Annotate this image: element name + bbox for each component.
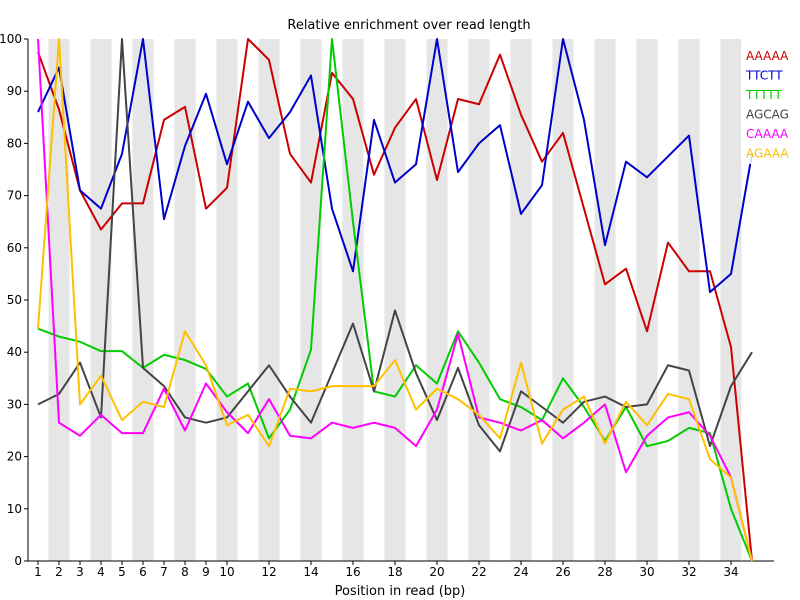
y-axis-ticks: 0 10 20 30 40 50 60 70 80 90 100	[0, 32, 28, 568]
x-tick-label: 1	[34, 565, 42, 579]
legend-entry-ttctt: TTCTT	[745, 69, 783, 83]
grid-band	[300, 39, 322, 561]
x-tick-label: 12	[261, 565, 276, 579]
x-axis-label: Position in read (bp)	[335, 584, 466, 599]
grid-band	[510, 39, 532, 561]
grid-band	[174, 39, 196, 561]
x-tick-label: 24	[513, 565, 528, 579]
x-tick-label: 7	[160, 565, 168, 579]
grid-band	[426, 39, 448, 561]
y-tick-label: 80	[7, 136, 22, 150]
legend-entry-agaaa: AGAAA	[746, 147, 789, 161]
legend-entry-agcag: AGCAG	[746, 108, 789, 122]
x-tick-label: 22	[471, 565, 486, 579]
grid-band	[216, 39, 238, 561]
x-tick-label: 5	[118, 565, 126, 579]
x-tick-label: 6	[139, 565, 147, 579]
series-line-agaaa	[37, 38, 753, 562]
y-tick-label: 10	[7, 502, 22, 516]
grid-band	[90, 39, 112, 561]
x-axis-ticks: 1 2 3 4 5 6 7 8 9 10 12 14 16 18 20 22 24 26 28 30 32 34	[34, 561, 739, 579]
x-tick-label: 20	[429, 565, 444, 579]
grid-band	[720, 39, 742, 561]
series-line-ttctt	[37, 38, 753, 294]
grid-band	[468, 39, 490, 561]
series-line-caaaa	[37, 38, 753, 562]
grid-band	[342, 39, 364, 561]
grid-band	[48, 39, 70, 561]
series-line-ttttt	[37, 38, 753, 562]
series-line-aaaaa	[37, 38, 753, 562]
y-tick-label: 90	[7, 84, 22, 98]
x-tick-label: 16	[345, 565, 360, 579]
x-tick-label: 8	[181, 565, 189, 579]
x-tick-label: 32	[681, 565, 696, 579]
y-tick-label: 30	[7, 397, 22, 411]
legend: AAAAA TTCTT TTTTT AGCAG CAAAA AGAAA	[741, 42, 789, 164]
y-tick-label: 20	[7, 450, 22, 464]
y-tick-label: 60	[7, 241, 22, 255]
series-lines	[37, 38, 753, 562]
x-tick-label: 18	[387, 565, 402, 579]
grid-band	[678, 39, 700, 561]
x-tick-label: 34	[723, 565, 738, 579]
grid-band	[552, 39, 574, 561]
y-tick-label: 0	[14, 554, 22, 568]
legend-entry-aaaaa: AAAAA	[746, 49, 789, 63]
y-tick-label: 40	[7, 345, 22, 359]
x-tick-label: 9	[202, 565, 210, 579]
x-tick-label: 10	[219, 565, 234, 579]
y-tick-label: 50	[7, 293, 22, 307]
grid-band	[594, 39, 616, 561]
x-tick-label: 2	[55, 565, 63, 579]
grid-band	[258, 39, 280, 561]
chart-title: Relative enrichment over read length	[287, 18, 530, 33]
legend-box	[741, 42, 787, 164]
x-tick-label: 28	[597, 565, 612, 579]
x-tick-label: 26	[555, 565, 570, 579]
y-tick-label: 70	[7, 189, 22, 203]
x-tick-label: 30	[639, 565, 654, 579]
x-tick-label: 4	[97, 565, 105, 579]
x-tick-label: 3	[76, 565, 84, 579]
series-line-agcag	[37, 38, 753, 453]
legend-entry-ttttt: TTTTT	[745, 88, 782, 102]
x-tick-label: 14	[303, 565, 318, 579]
y-tick-label: 100	[0, 32, 22, 46]
grid-band	[132, 39, 154, 561]
legend-entry-caaaa: CAAAA	[746, 127, 789, 141]
